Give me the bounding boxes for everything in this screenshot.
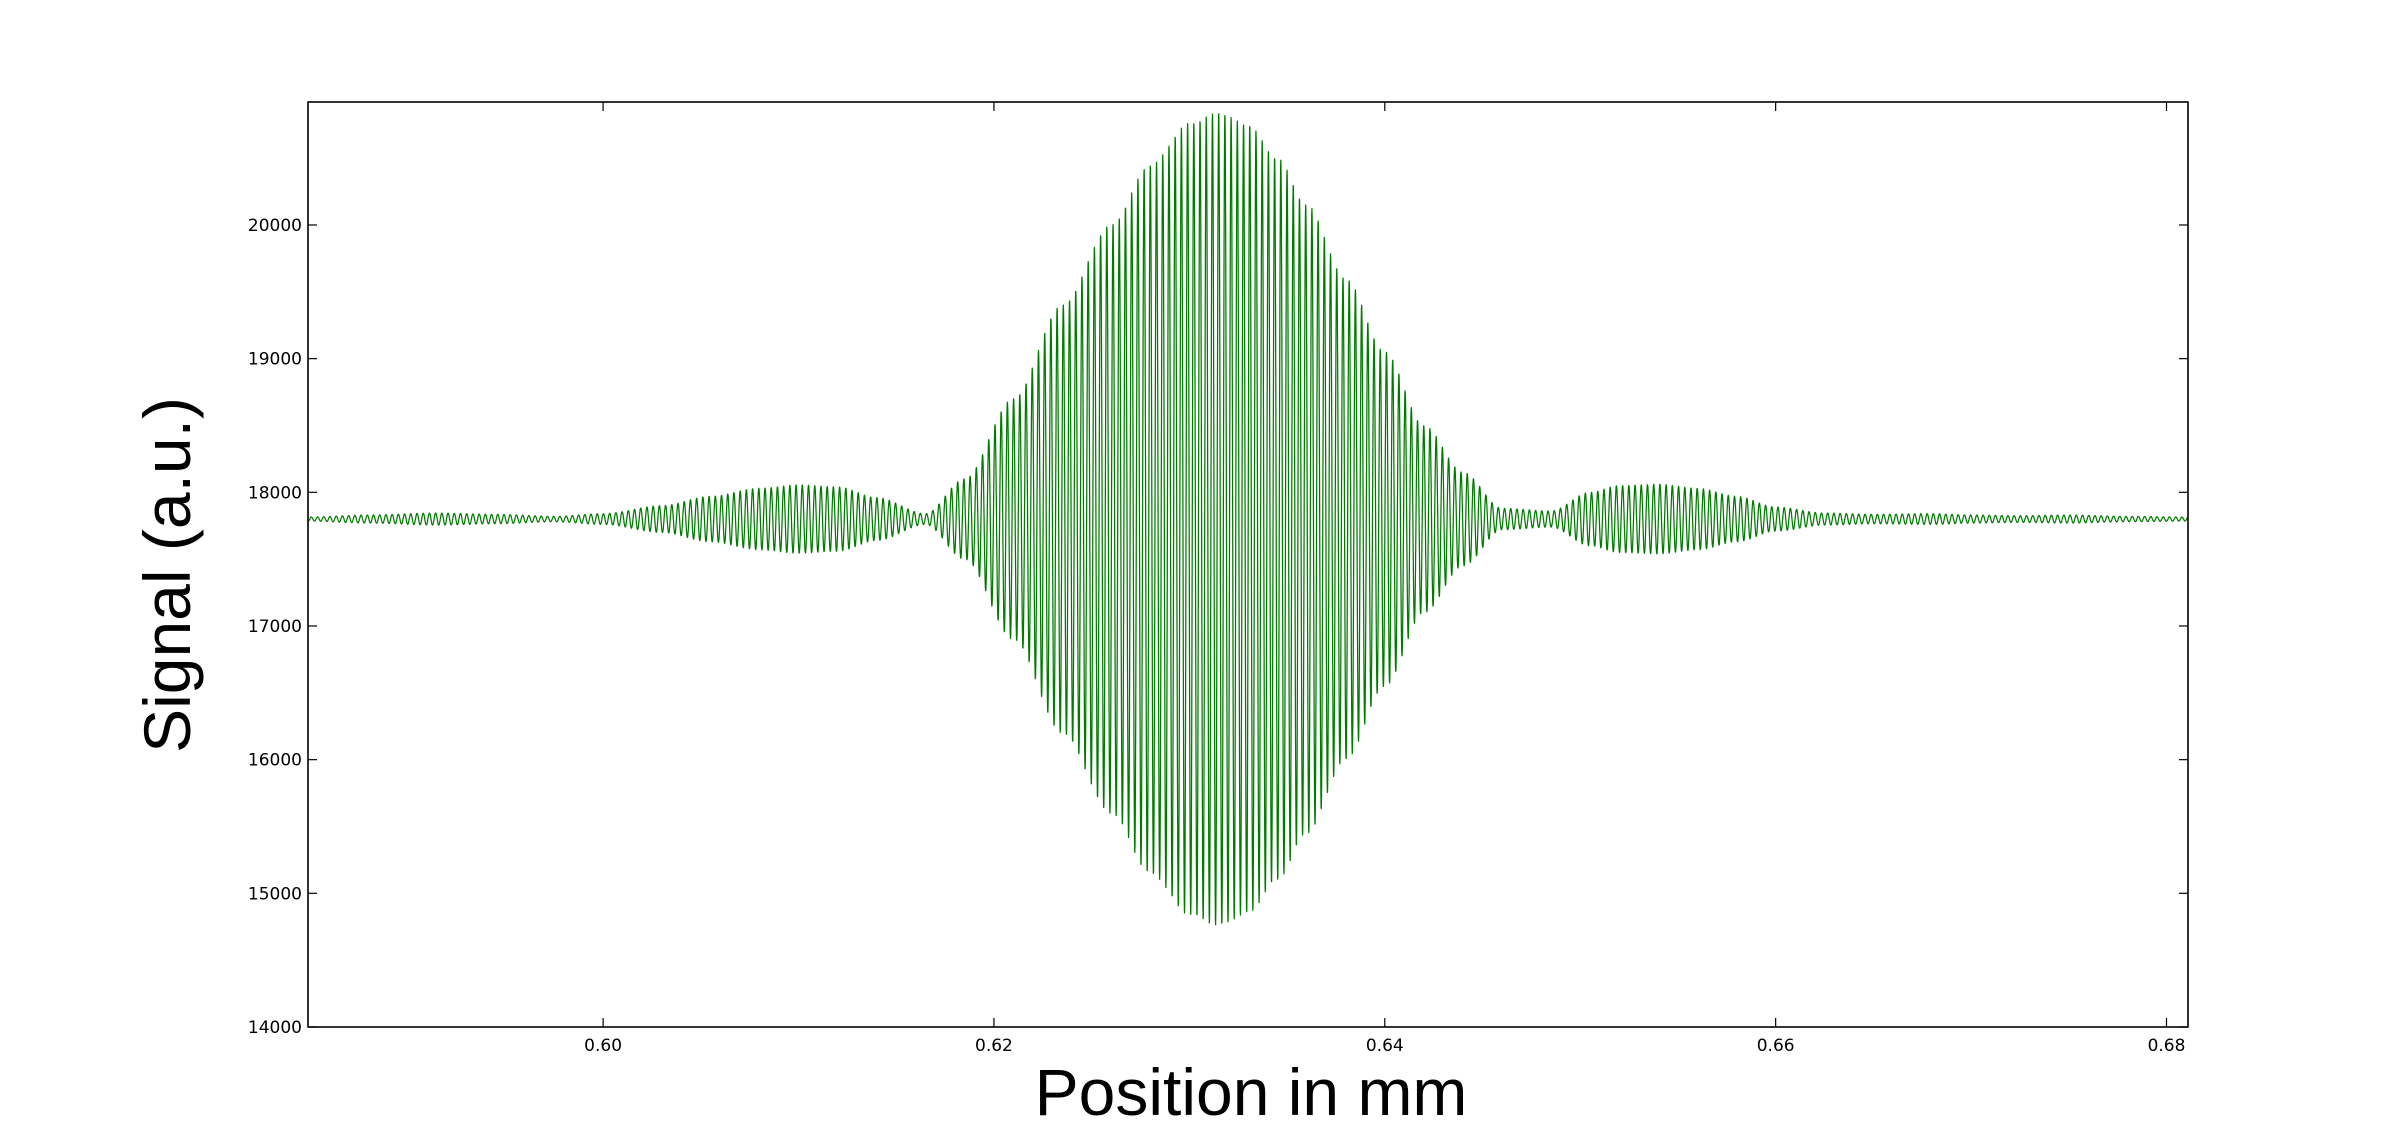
y-tick-label: 14000: [248, 1018, 302, 1038]
y-tick-label: 17000: [248, 617, 302, 637]
y-axis-label: Signal (a.u.): [130, 397, 204, 753]
x-tick-label: 0.62: [975, 1036, 1013, 1056]
y-tick-label: 20000: [248, 216, 302, 236]
y-tick-label: 15000: [248, 884, 302, 904]
x-axis-label: Position in mm: [1035, 1055, 1468, 1129]
plot-frame: [307, 101, 2189, 1028]
x-tick-label: 0.66: [1757, 1036, 1795, 1056]
y-tick-label: 16000: [248, 751, 302, 771]
signal-line-1: [307, 113, 2189, 926]
x-tick-label: 0.64: [1366, 1036, 1404, 1056]
x-tick-label: 0.68: [2148, 1036, 2186, 1056]
y-tick-label: 18000: [248, 483, 302, 503]
y-tick-label: 19000: [248, 350, 302, 370]
x-tick-label: 0.60: [584, 1036, 622, 1056]
